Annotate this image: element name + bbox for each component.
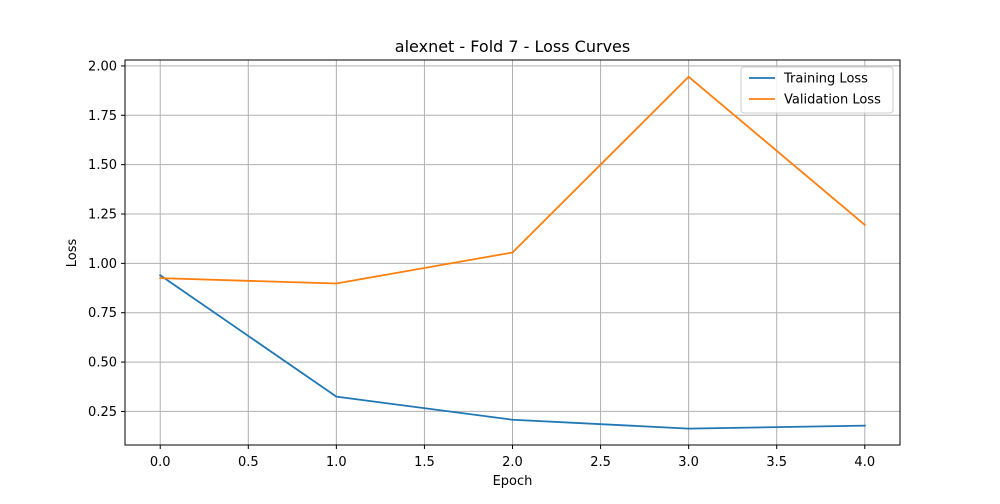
y-tick-label: 0.75	[88, 306, 117, 321]
y-tick-label: 1.25	[88, 208, 117, 223]
x-tick-label: 0.0	[150, 455, 171, 470]
data-point-training-loss	[159, 274, 162, 277]
data-point-validation-loss	[511, 251, 514, 254]
x-tick-label: 2.5	[590, 455, 611, 470]
data-point-validation-loss	[863, 223, 866, 226]
y-axis-label: Loss	[65, 239, 80, 268]
x-tick-label: 4.0	[854, 455, 875, 470]
data-point-training-loss	[863, 424, 866, 427]
x-tick-label: 2.0	[502, 455, 523, 470]
x-tick-label: 0.5	[238, 455, 259, 470]
y-tick-label: 1.00	[88, 257, 117, 272]
chart-title: alexnet - Fold 7 - Loss Curves	[395, 37, 630, 56]
legend-label-training-loss: Training Loss	[783, 72, 868, 87]
x-tick-label: 3.5	[766, 455, 787, 470]
grid-layer	[125, 60, 900, 445]
legend-label-validation-loss: Validation Loss	[784, 93, 881, 108]
x-tick-label: 1.0	[326, 455, 347, 470]
data-point-training-loss	[687, 427, 690, 430]
data-point-validation-loss	[687, 75, 690, 78]
x-tick-label: 1.5	[414, 455, 435, 470]
series-layer	[158, 75, 867, 430]
tick-layer: 0.0 0.5 1.0 1.5 2.0 2.5 3.0 3.5 4.0 0.25 0.50 0.75 1…	[88, 59, 875, 470]
data-point-training-loss	[335, 395, 338, 398]
legend: Training Loss Validation Loss	[740, 66, 894, 114]
y-tick-label: 0.50	[88, 356, 117, 371]
y-tick-label: 2.00	[88, 59, 117, 74]
y-tick-label: 1.75	[88, 109, 117, 124]
y-tick-label: 1.50	[88, 158, 117, 173]
data-point-validation-loss	[159, 277, 162, 280]
data-point-validation-loss	[335, 282, 338, 285]
data-point-training-loss	[511, 418, 514, 421]
legend-box	[740, 66, 894, 114]
x-axis-label: Epoch	[493, 474, 533, 489]
x-tick-label: 3.0	[678, 455, 699, 470]
y-tick-label: 0.25	[88, 405, 117, 420]
